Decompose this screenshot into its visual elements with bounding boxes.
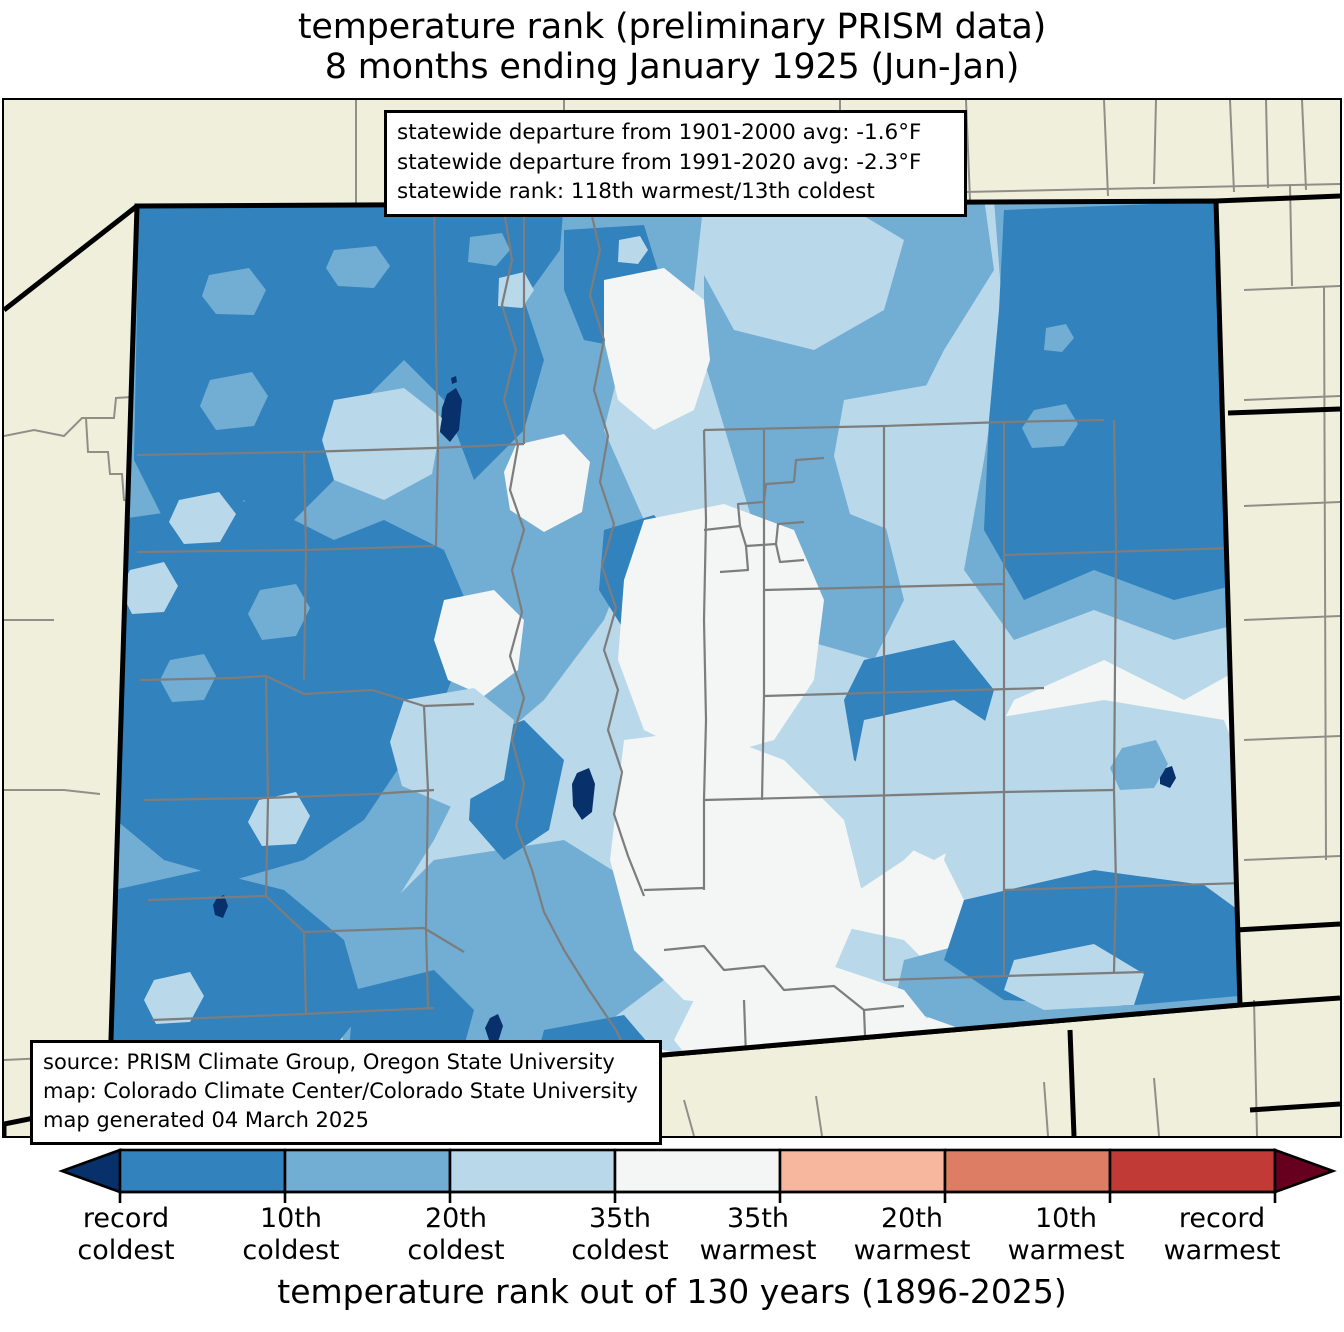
source-credit-box: source: PRISM Climate Group, Oregon Stat… [30, 1040, 662, 1145]
colorbar-label-direction: coldest [242, 1234, 340, 1266]
colorbar-label-rank: 35th [726, 1203, 790, 1234]
temperature-rank-contours [109, 201, 1240, 1103]
colorbar-caption: temperature rank out of 130 years (1896-… [277, 1272, 1067, 1311]
colorbar-label-direction: warmest [1007, 1234, 1125, 1266]
colorbar-label: record coldest [77, 1203, 174, 1266]
stats-departure-1901-2000: statewide departure from 1901-2000 avg: … [397, 120, 922, 145]
colorbar-label-rank: 20th [880, 1203, 944, 1234]
colorbar-arrow-high [1273, 1148, 1337, 1194]
stats-statewide-rank: statewide rank: 118th warmest/13th colde… [397, 179, 875, 205]
colorbar-label-direction: coldest [407, 1234, 505, 1266]
title-line-1: temperature rank (preliminary PRISM data… [297, 7, 1047, 47]
colorbar-label-rank: 10th [1034, 1203, 1098, 1234]
colorbar-arrow-low [58, 1148, 122, 1194]
colorbar-label: 35th warmest [700, 1203, 817, 1266]
colorbar-label-rank: record [82, 1203, 170, 1234]
colorbar-label-rank: 10th [259, 1203, 323, 1234]
colorbar-segment [448, 1148, 617, 1194]
colorbar-label-rank: record [1178, 1203, 1266, 1234]
map-credit-line: map: Colorado Climate Center/Colorado St… [43, 1078, 638, 1103]
neighbor-county-lines [4, 100, 1340, 1136]
colorbar-segment [1108, 1148, 1277, 1194]
colorbar-label: record warmest [1164, 1203, 1281, 1266]
colorbar-segments [58, 1148, 1337, 1194]
colorbar-label: 10th coldest [242, 1203, 339, 1266]
colorbar [0, 1144, 1344, 1204]
colorbar-label-direction: coldest [571, 1234, 669, 1266]
colorbar-segment [778, 1148, 947, 1194]
colorbar-label-rank: 20th [424, 1203, 488, 1234]
title-line-2: 8 months ending January 1925 (Jun-Jan) [324, 46, 1020, 87]
map-frame [2, 98, 1342, 1138]
colorado-temperature-rank-map [4, 100, 1340, 1136]
colorbar-segment [118, 1148, 287, 1194]
colorbar-label-direction: warmest [853, 1234, 971, 1266]
colorbar-segment [283, 1148, 452, 1194]
colorbar-label-direction: warmest [1163, 1234, 1281, 1266]
stats-departure-1991-2020: statewide departure from 1991-2020 avg: … [397, 149, 922, 175]
colorbar-segment [943, 1148, 1112, 1194]
colorbar-label-rank: 35th [588, 1203, 652, 1234]
colorbar-labels: record coldest 10th coldest 20th coldest 35th c… [0, 1203, 1344, 1269]
colorbar-label: 35th coldest [571, 1203, 668, 1266]
colorbar-label: 20th warmest [854, 1203, 971, 1266]
statewide-stats-box: statewide departure from 1901-2000 avg: … [384, 110, 967, 217]
colorbar-svg [58, 1148, 1337, 1203]
colorbar-label: 10th warmest [1008, 1203, 1125, 1266]
source-line: source: PRISM Climate Group, Oregon Stat… [43, 1050, 615, 1074]
colorbar-label-direction: warmest [699, 1234, 817, 1266]
colorbar-ticks [118, 1190, 1277, 1203]
colorbar-label-direction: coldest [77, 1234, 175, 1266]
colorbar-segment [613, 1148, 782, 1194]
map-generated-line: map generated 04 March 2025 [43, 1107, 370, 1132]
page-title: temperature rank (preliminary PRISM data… [0, 7, 1344, 88]
colorbar-label: 20th coldest [407, 1203, 504, 1266]
